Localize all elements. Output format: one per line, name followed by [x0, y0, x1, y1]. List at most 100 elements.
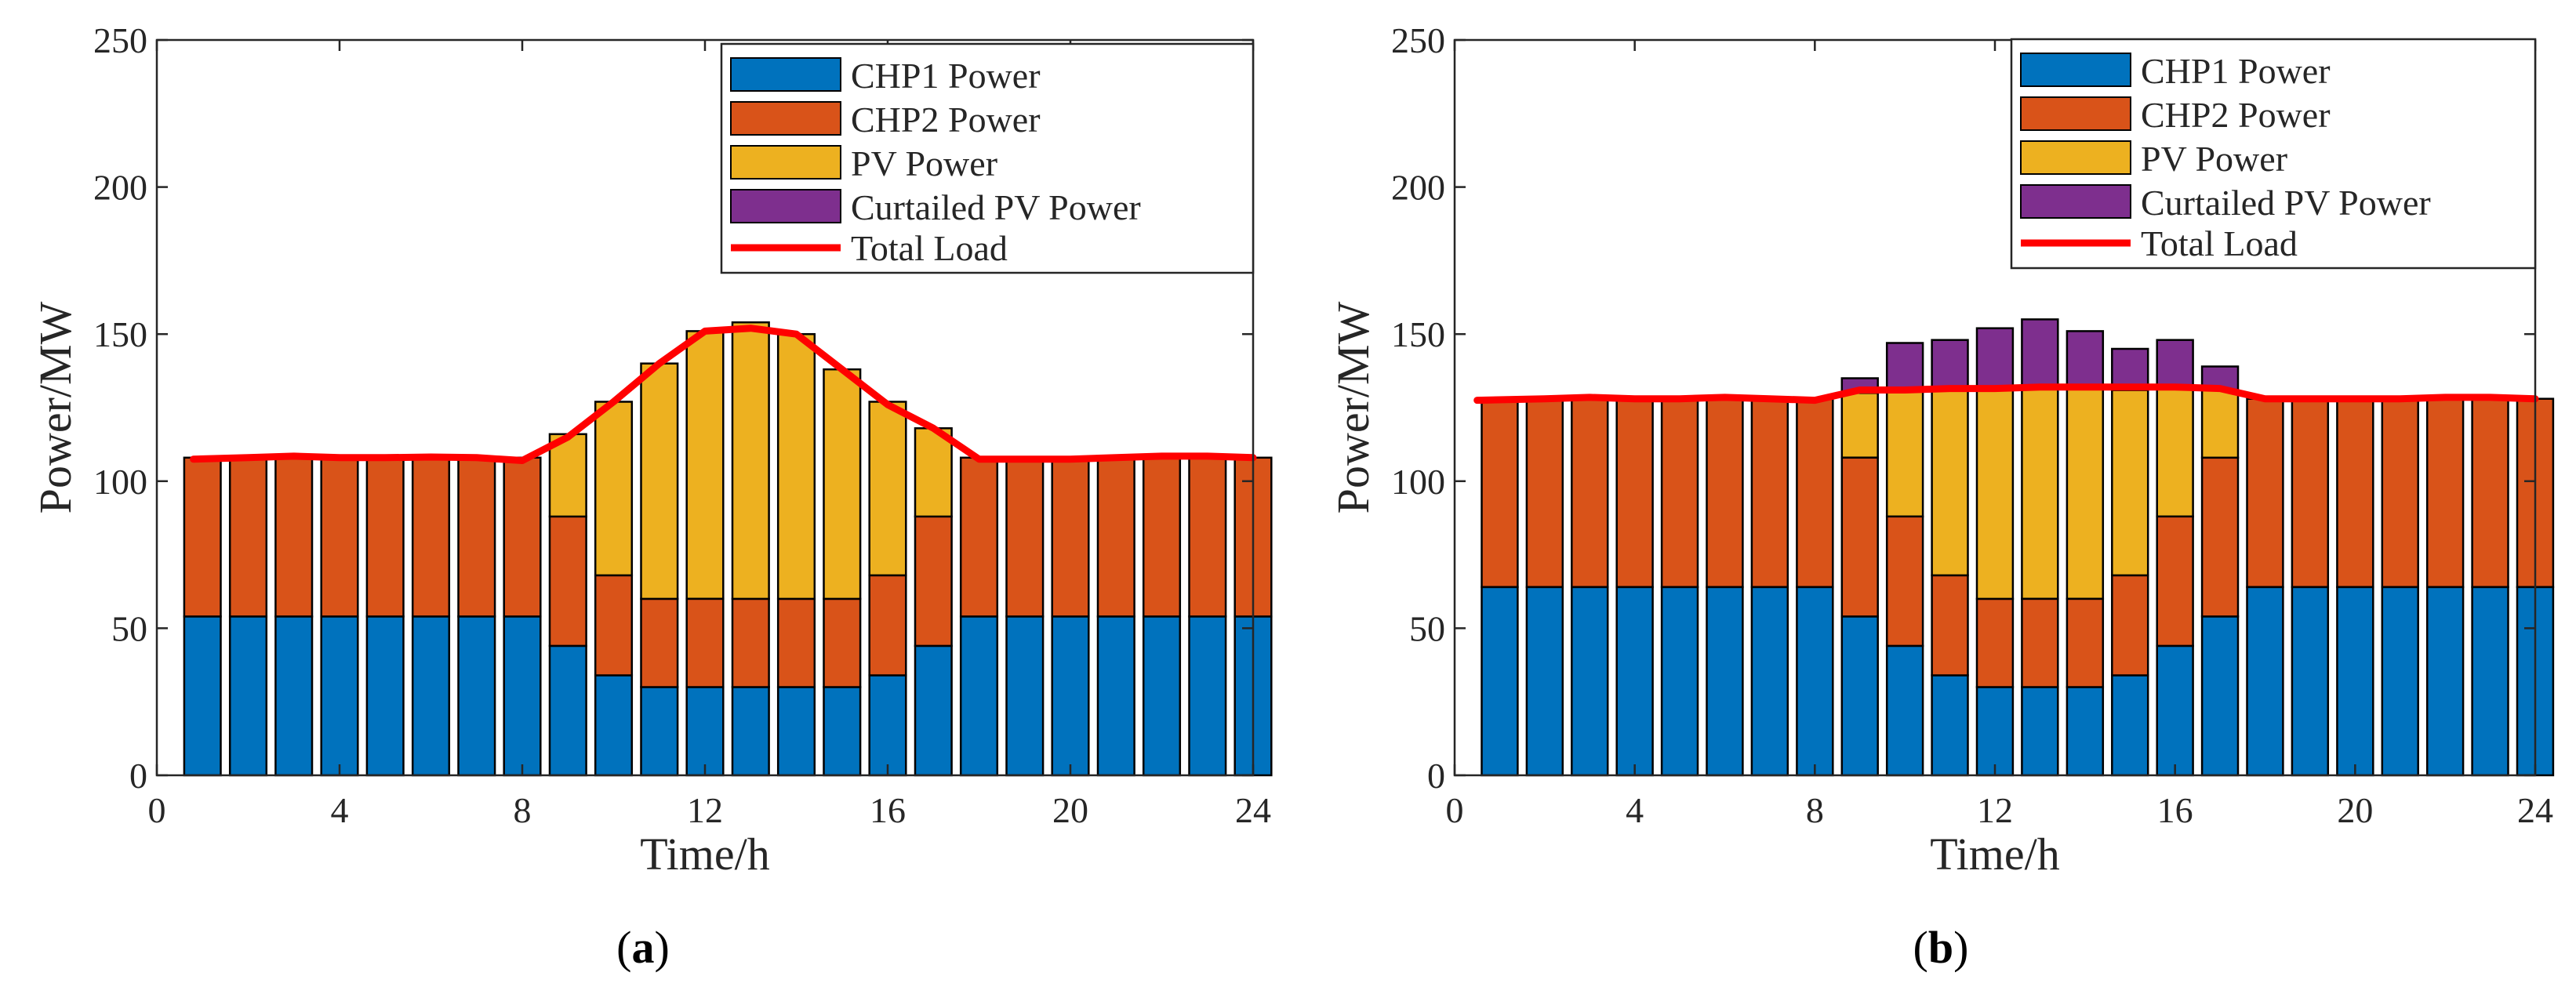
panel-label-letter: a: [632, 922, 655, 973]
y-tick-label: 100: [93, 462, 147, 502]
bar-chp1-power-h13: [731, 686, 770, 777]
bar-chp1-power-h9: [1840, 615, 1879, 777]
bar-chp1-power-h17: [2200, 615, 2240, 777]
y-tick-label: 0: [129, 756, 147, 796]
bar-chp2-power-h22: [1142, 456, 1182, 618]
x-tick-label: 20: [2337, 790, 2373, 830]
legend-label: Curtailed PV Power: [2141, 183, 2431, 223]
y-axis-title: Power/MW: [1328, 301, 1379, 513]
legend-swatch-chp1-power: [730, 57, 841, 92]
bar-chp1-power-h1: [1481, 586, 1519, 777]
x-tick-label: 0: [148, 790, 166, 830]
bar-chp1-power-h19: [2291, 586, 2330, 777]
bar-chp2-power-h15: [2111, 574, 2149, 677]
y-tick-label: 50: [111, 608, 147, 648]
bar-chp2-power-h5: [365, 456, 405, 618]
legend-label: PV Power: [2141, 139, 2287, 179]
bar-chp2-power-h19: [1005, 456, 1045, 618]
bar-pv-power-h11: [1931, 389, 1969, 577]
bar-chp1-power-h2: [1525, 586, 1564, 777]
bar-chp1-power-h12: [1975, 686, 2015, 777]
bar-chp2-power-h1: [183, 456, 222, 618]
bar-chp2-power-h20: [1051, 456, 1090, 618]
bar-chp2-power-h20: [2336, 397, 2374, 589]
bar-curtailed-pv-power-h11: [1931, 339, 1969, 391]
bar-chp1-power-h5: [1660, 586, 1699, 777]
bar-chp2-power-h21: [2381, 397, 2419, 589]
bar-curtailed-pv-power-h13: [2021, 318, 2059, 388]
bar-chp1-power-h7: [457, 615, 496, 777]
bar-chp1-power-h12: [685, 686, 725, 777]
bar-chp2-power-h2: [228, 456, 268, 618]
bar-chp1-power-h4: [320, 615, 359, 777]
legend-label: Total Load: [851, 228, 1008, 268]
bar-curtailed-pv-power-h16: [2156, 339, 2194, 388]
bar-pv-power-h11: [640, 362, 679, 600]
bar-chp2-power-h10: [594, 574, 634, 677]
bar-chp1-power-h6: [1706, 586, 1744, 777]
bar-chp1-power-h10: [1885, 644, 1924, 777]
bar-chp1-power-h5: [365, 615, 405, 777]
bar-chp2-power-h21: [1096, 456, 1135, 618]
bar-chp1-power-h3: [274, 615, 314, 777]
bar-chp2-power-h14: [2066, 597, 2105, 688]
bar-chp2-power-h23: [1188, 456, 1227, 618]
x-tick-label: 0: [1446, 790, 1464, 830]
x-tick-label: 12: [1977, 790, 2013, 830]
chart-panel-a: 0 50 100 150 200 250 0 4 8 12 16 20 24 Time/h Power/MW…: [30, 20, 1273, 973]
bar-chp1-power-h6: [411, 615, 451, 777]
x-tick-label: 16: [870, 790, 906, 830]
legend-label: CHP1 Power: [851, 56, 1041, 96]
legend-swatch-pv-power: [2020, 140, 2131, 175]
bar-chp1-power-h2: [228, 615, 268, 777]
bar-chp1-power-h1: [183, 615, 222, 777]
bar-chp1-power-h3: [1571, 586, 1609, 777]
bar-chp2-power-h9: [548, 515, 587, 648]
y-tick-label: 250: [1391, 20, 1445, 60]
bar-chp1-power-h15: [823, 686, 862, 777]
bar-chp2-power-h3: [1571, 397, 1609, 589]
bar-chp1-power-h22: [1142, 615, 1182, 777]
bar-chp2-power-h11: [1931, 574, 1969, 677]
bar-chp1-power-h14: [2066, 686, 2105, 777]
bar-chp1-power-h19: [1005, 615, 1045, 777]
x-axis-title: Time/h: [1930, 829, 2059, 880]
bar-pv-power-h17: [914, 427, 953, 518]
y-tick-label: 150: [1391, 314, 1445, 354]
bar-chp1-power-h4: [1615, 586, 1654, 777]
y-tick-label: 100: [1391, 462, 1445, 502]
bar-chp1-power-h11: [1931, 674, 1969, 777]
legend-label: CHP2 Power: [851, 100, 1041, 140]
bar-curtailed-pv-power-h10: [1885, 342, 1924, 391]
legend-label: CHP2 Power: [2141, 95, 2331, 135]
x-tick-label: 4: [1626, 790, 1644, 830]
bar-pv-power-h10: [594, 401, 634, 577]
bar-chp2-power-h6: [411, 456, 451, 618]
y-tick-label: 200: [93, 168, 147, 208]
bar-chp1-power-h23: [1188, 615, 1227, 777]
bar-chp1-power-h16: [868, 674, 907, 777]
bar-chp1-power-h11: [640, 686, 679, 777]
bar-chp1-power-h22: [2425, 586, 2465, 777]
bar-chp2-power-h19: [2291, 397, 2330, 589]
bar-chp2-power-h7: [1750, 397, 1789, 589]
bar-pv-power-h12: [685, 330, 725, 600]
bar-chp2-power-h22: [2425, 397, 2465, 589]
legend-swatch-curtailed-pv-power: [730, 189, 841, 223]
bar-chp2-power-h8: [1796, 397, 1834, 589]
bar-pv-power-h16: [2156, 386, 2194, 518]
x-axis-title: Time/h: [640, 829, 769, 880]
bar-chp1-power-h7: [1750, 586, 1789, 777]
bar-chp2-power-h17: [914, 515, 953, 648]
bar-chp2-power-h12: [685, 597, 725, 688]
bar-pv-power-h15: [2111, 389, 2149, 577]
legend-swatch-pv-power: [730, 145, 841, 180]
bar-chp2-power-h1: [1481, 397, 1519, 589]
legend-swatch-curtailed-pv-power: [2020, 184, 2131, 219]
bar-chp2-power-h16: [2156, 515, 2194, 648]
x-tick-label: 8: [1806, 790, 1824, 830]
total-load-line: [190, 325, 1257, 464]
bar-chp1-power-h13: [2021, 686, 2059, 777]
x-tick-label: 4: [331, 790, 349, 830]
bar-pv-power-h13: [2021, 386, 2059, 600]
